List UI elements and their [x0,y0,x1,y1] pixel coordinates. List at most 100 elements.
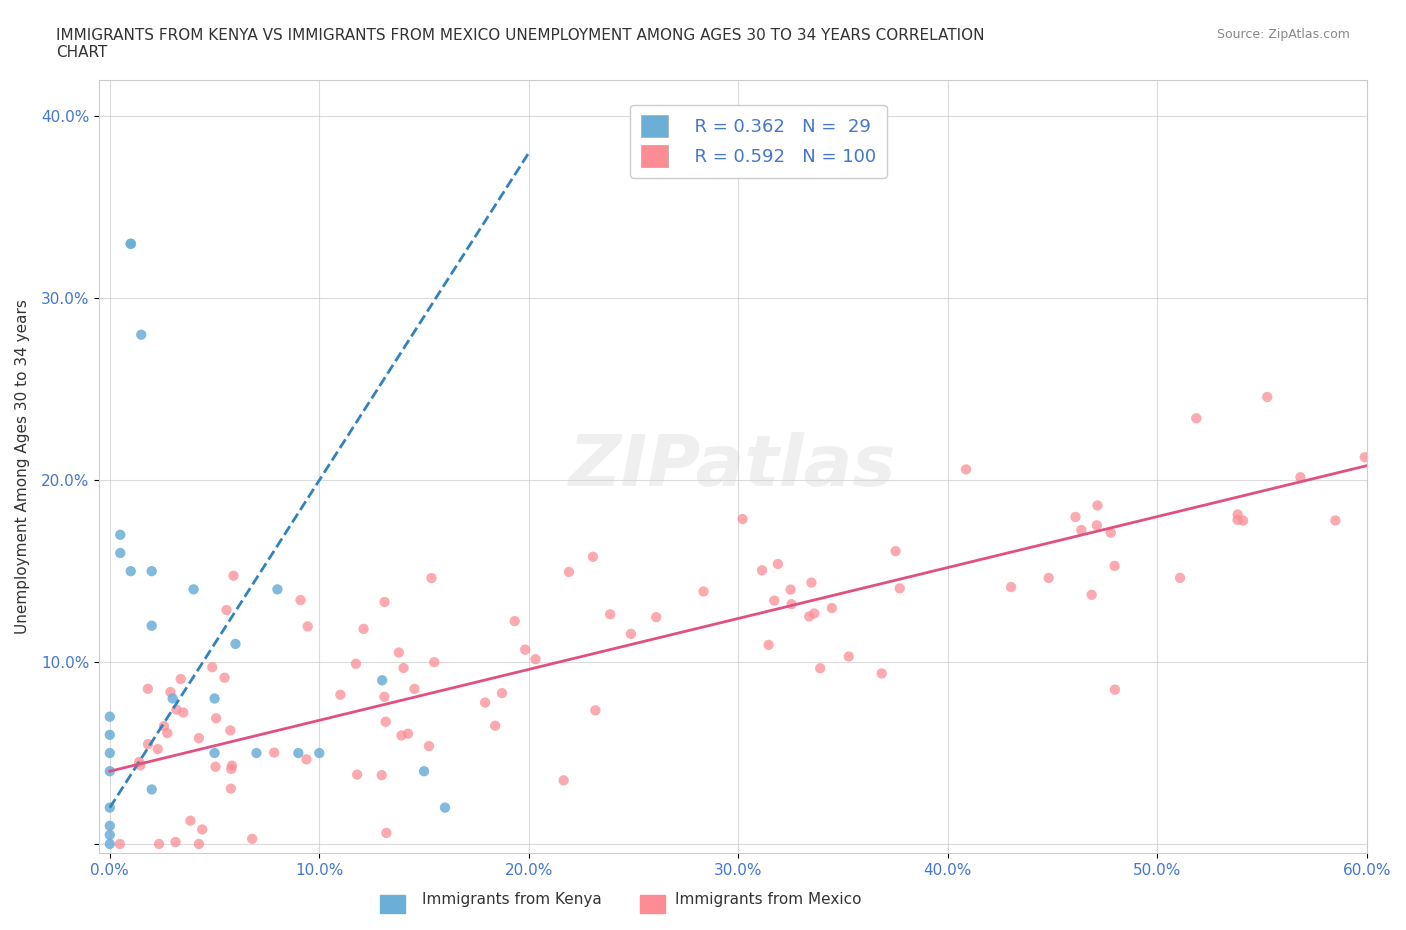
Immigrants from Kenya [98,727,121,742]
Immigrants from Mexico [295,751,318,766]
Immigrants from Mexico [165,834,187,849]
Immigrants from Mexico [1080,588,1102,603]
Immigrants from Mexico [1064,510,1087,525]
Immigrants from Mexico [159,684,181,699]
Immigrants from Mexico [392,660,415,675]
Immigrants from Mexico [1038,570,1060,585]
Immigrants from Mexico [344,657,367,671]
Immigrants from Mexico [396,726,419,741]
Immigrants from Mexico [136,737,159,751]
Immigrants from Mexico [156,725,179,740]
Immigrants from Kenya [204,691,226,706]
Immigrants from Mexico [763,593,786,608]
Immigrants from Mexico [1324,513,1347,528]
Immigrants from Mexico [329,687,352,702]
Immigrants from Kenya [110,546,132,561]
Immigrants from Mexico [808,661,831,676]
Immigrants from Mexico [1099,525,1122,540]
Immigrants from Mexico [889,581,911,596]
Text: Immigrants from Mexico: Immigrants from Mexico [675,892,862,907]
Immigrants from Mexico [779,582,801,597]
Text: Source: ZipAtlas.com: Source: ZipAtlas.com [1216,28,1350,41]
Immigrants from Mexico [1256,390,1278,405]
Immigrants from Mexico [388,645,411,660]
Immigrants from Mexico [1070,523,1092,538]
Immigrants from Mexico [370,768,392,783]
Immigrants from Kenya [308,746,330,761]
Immigrants from Mexico [136,682,159,697]
Immigrants from Mexico [219,723,242,737]
Immigrants from Mexico [838,649,860,664]
Immigrants from Mexico [219,762,242,777]
Immigrants from Mexico [353,621,375,636]
Text: IMMIGRANTS FROM KENYA VS IMMIGRANTS FROM MEXICO UNEMPLOYMENT AMONG AGES 30 TO 34: IMMIGRANTS FROM KENYA VS IMMIGRANTS FROM… [56,28,984,60]
Immigrants from Mexico [418,738,440,753]
Immigrants from Kenya [129,327,152,342]
Immigrants from Mexico [404,682,426,697]
Immigrants from Kenya [98,818,121,833]
Immigrants from Mexico [1226,507,1249,522]
Immigrants from Mexico [172,705,194,720]
Immigrants from Mexico [884,544,907,559]
Immigrants from Mexico [166,702,188,717]
Immigrants from Mexico [484,718,506,733]
Immigrants from Mexico [187,837,209,852]
Immigrants from Mexico [108,837,131,852]
Immigrants from Kenya [413,764,436,778]
Immigrants from Mexico [128,754,150,769]
Immigrants from Kenya [371,672,394,687]
Immigrants from Kenya [141,618,163,633]
Immigrants from Mexico [799,609,821,624]
Immigrants from Mexico [297,619,319,634]
Immigrants from Mexico [219,781,242,796]
Immigrants from Mexico [373,689,395,704]
Legend:   R = 0.362   N =  29,   R = 0.592   N = 100: R = 0.362 N = 29, R = 0.592 N = 100 [630,104,887,178]
Immigrants from Mexico [1226,512,1249,527]
Immigrants from Mexico [503,614,526,629]
Immigrants from Kenya [120,564,142,578]
Immigrants from Kenya [141,782,163,797]
Immigrants from Mexico [524,652,547,667]
Immigrants from Mexico [222,568,245,583]
Immigrants from Mexico [474,695,496,710]
Immigrants from Mexico [153,719,176,734]
Immigrants from Mexico [204,759,226,774]
Immigrants from Kenya [162,691,184,706]
Immigrants from Mexico [201,659,224,674]
Immigrants from Mexico [214,671,236,685]
Immigrants from Mexico [780,597,803,612]
Immigrants from Mexico [955,462,977,477]
Immigrants from Kenya [245,746,267,761]
Immigrants from Mexico [491,685,513,700]
Immigrants from Mexico [191,822,214,837]
Immigrants from Mexico [146,741,169,756]
Immigrants from Mexico [148,837,170,852]
Immigrants from Mexico [1104,683,1126,698]
Immigrants from Mexico [870,666,893,681]
Immigrants from Mexico [129,758,152,773]
Immigrants from Mexico [215,603,238,618]
Immigrants from Kenya [98,746,121,761]
Immigrants from Mexico [263,745,285,760]
Immigrants from Mexico [583,703,606,718]
Text: Immigrants from Kenya: Immigrants from Kenya [422,892,602,907]
Immigrants from Mexico [1104,558,1126,573]
Text: ZIPatlas: ZIPatlas [569,432,897,501]
Immigrants from Mexico [170,671,193,686]
Immigrants from Mexico [766,556,789,571]
Immigrants from Mexico [1000,579,1022,594]
Immigrants from Mexico [374,714,396,729]
Immigrants from Mexico [800,575,823,590]
Immigrants from Mexico [645,610,668,625]
Immigrants from Mexico [821,601,844,616]
Immigrants from Mexico [1289,470,1312,485]
Immigrants from Kenya [287,746,309,761]
Immigrants from Mexico [582,550,605,565]
Immigrants from Mexico [221,758,243,773]
Immigrants from Mexico [391,728,413,743]
Immigrants from Mexico [187,731,209,746]
Immigrants from Mexico [620,627,643,642]
Immigrants from Mexico [692,584,714,599]
Immigrants from Kenya [98,837,121,852]
Immigrants from Mexico [205,711,228,725]
